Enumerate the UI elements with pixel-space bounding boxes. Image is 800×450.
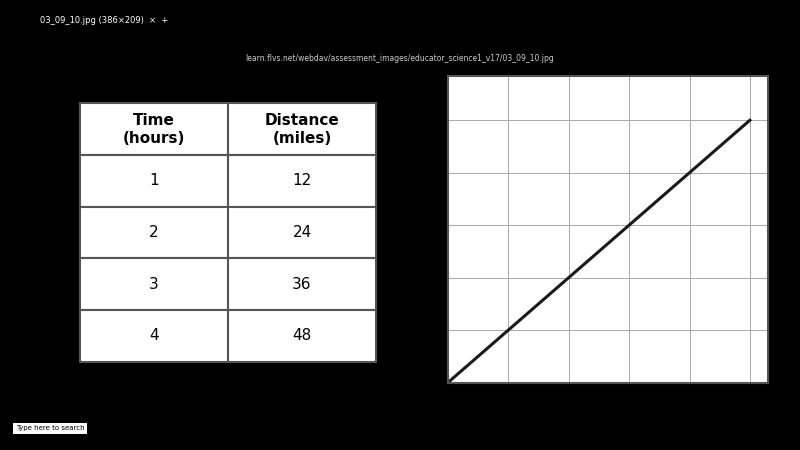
Text: 03_09_10.jpg (386×209)  ×  +: 03_09_10.jpg (386×209) × + xyxy=(40,16,168,25)
Text: Type here to search: Type here to search xyxy=(16,425,85,432)
Text: learn.flvs.net/webdav/assessment_images/educator_science1_v17/03_09_10.jpg: learn.flvs.net/webdav/assessment_images/… xyxy=(246,54,554,63)
Text: 0: 0 xyxy=(406,392,414,406)
Text: Object A: Object A xyxy=(185,81,271,99)
Title: Object B: Object B xyxy=(565,55,651,73)
Y-axis label: Distance
(miles): Distance (miles) xyxy=(388,195,418,264)
X-axis label: Time
(hours): Time (hours) xyxy=(579,409,637,439)
